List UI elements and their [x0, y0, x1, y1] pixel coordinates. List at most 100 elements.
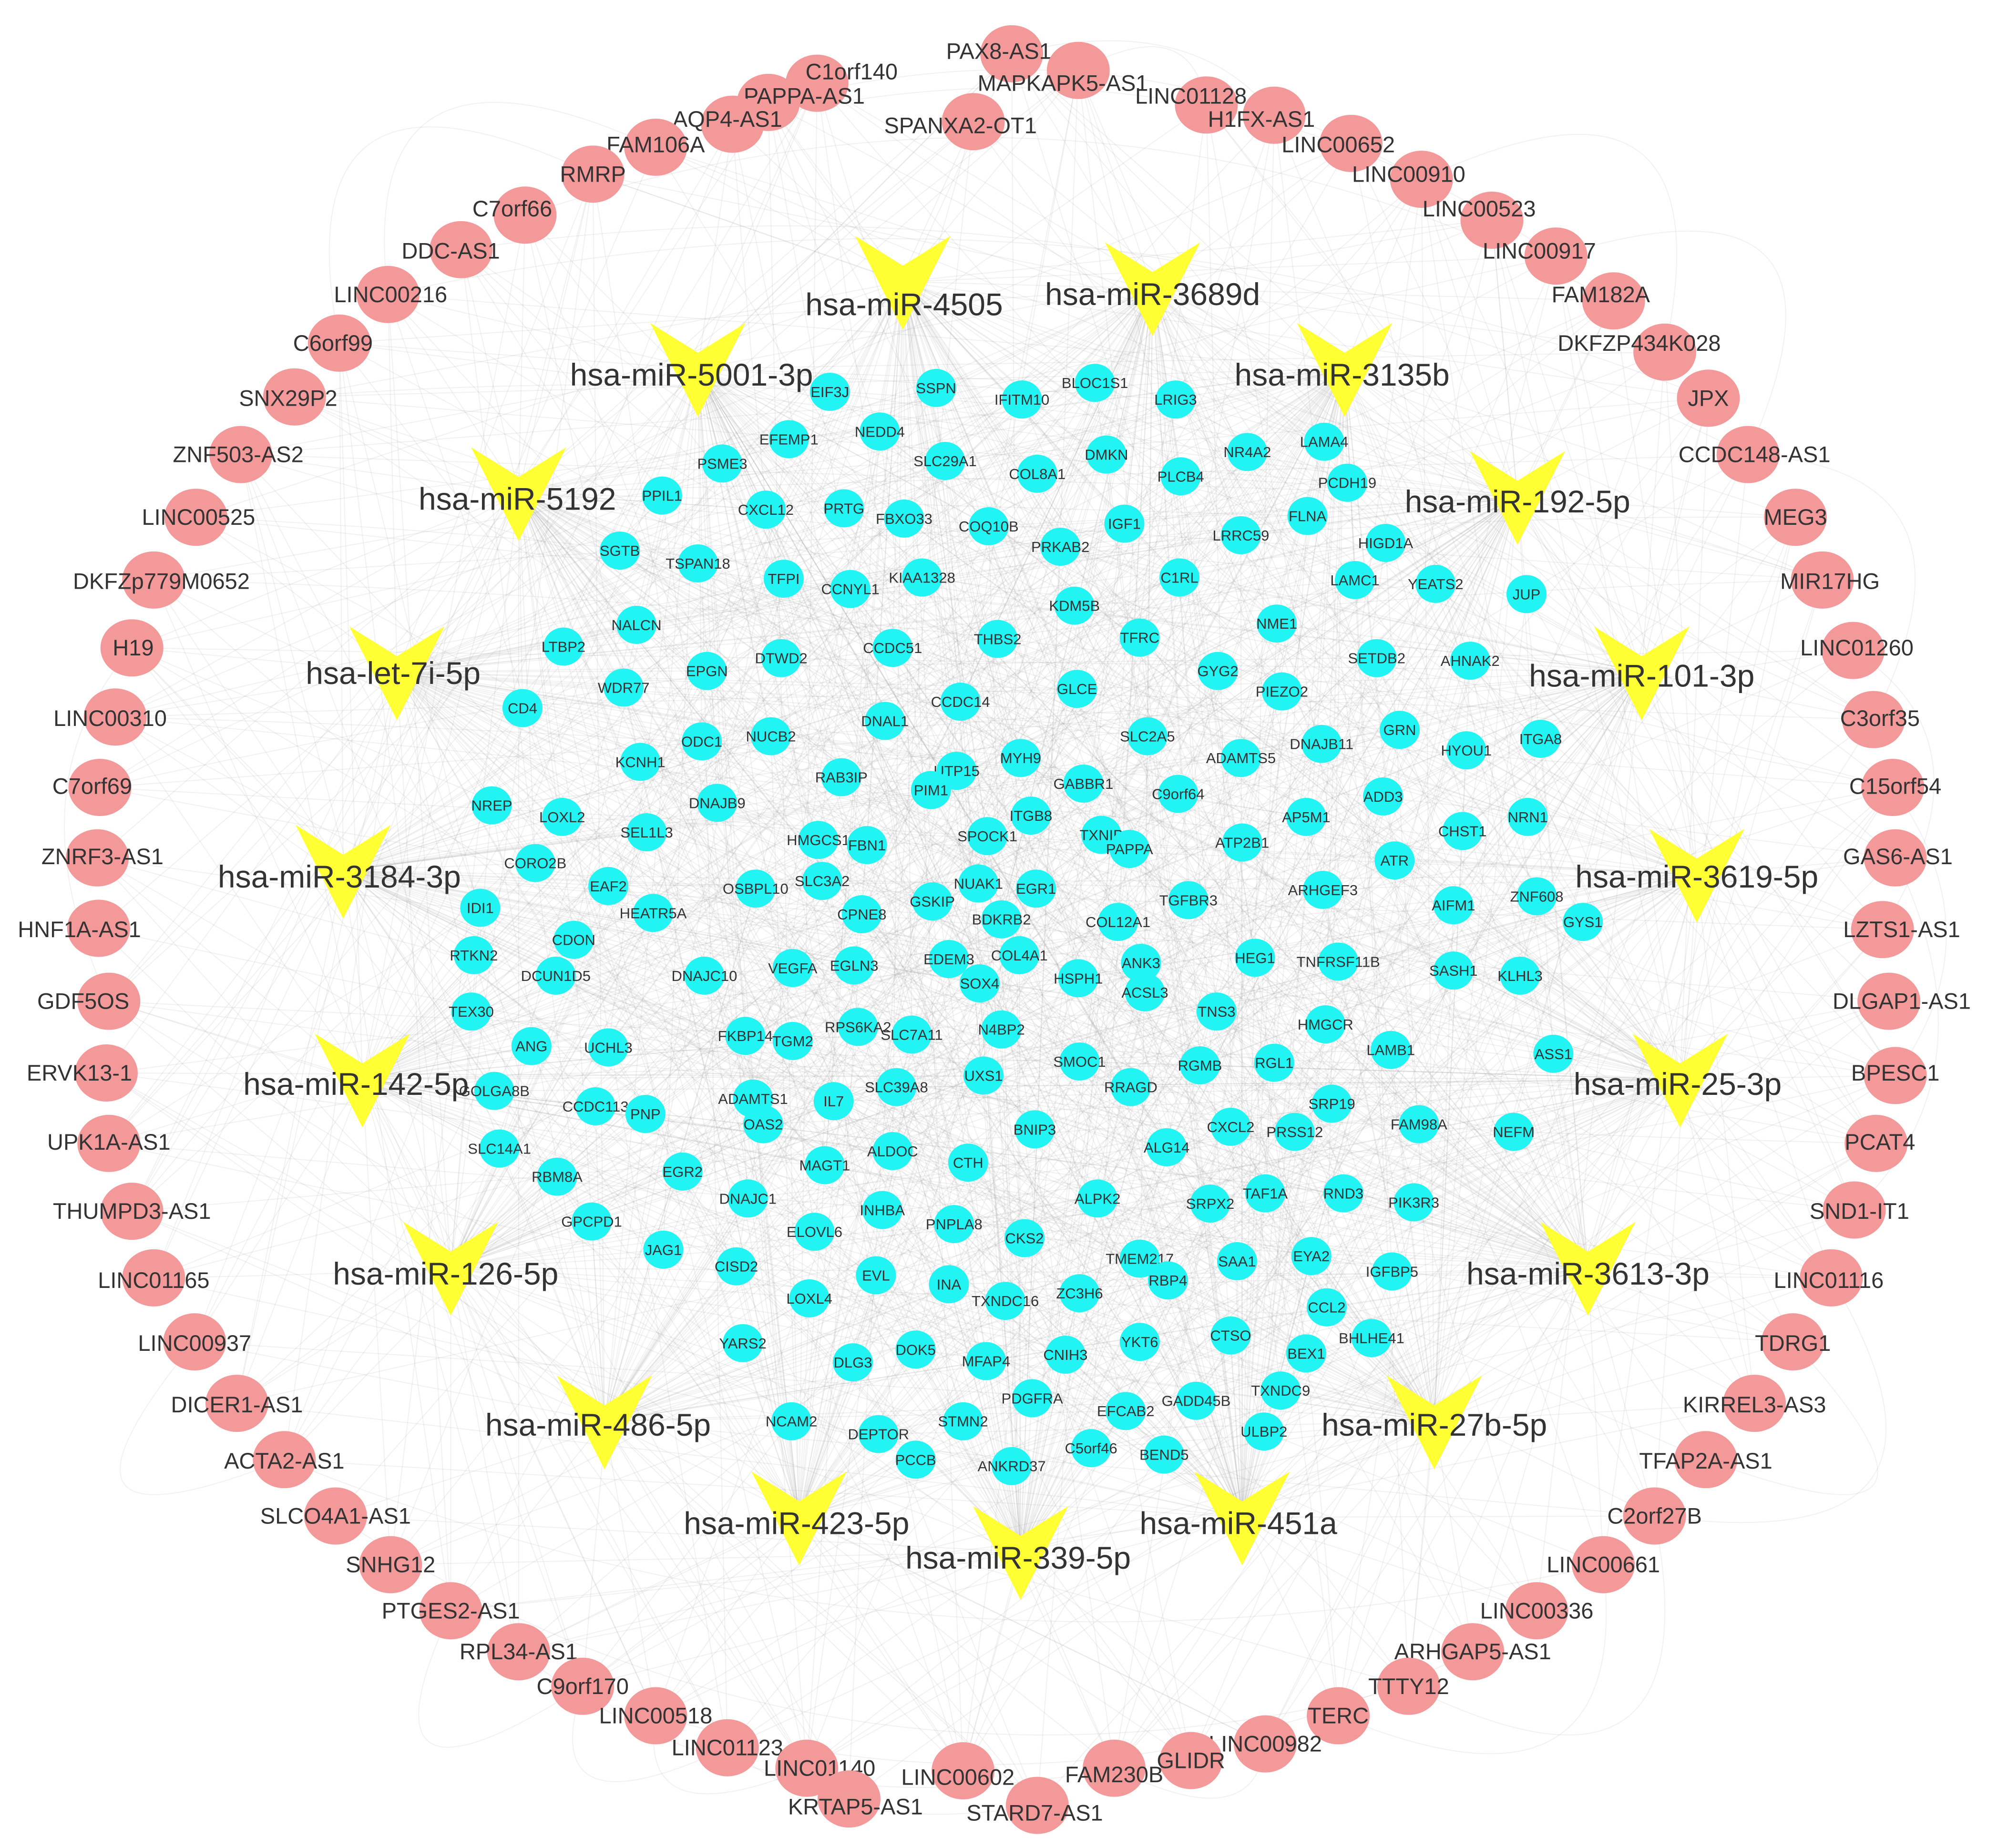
- mrna-node-dok5[interactable]: DOK5: [895, 1330, 936, 1369]
- mrna-node-ccdc51[interactable]: CCDC51: [863, 629, 922, 667]
- mrna-node-idi1[interactable]: IDI1: [460, 888, 501, 927]
- mrna-node-igf1[interactable]: IGF1: [1104, 504, 1145, 543]
- lncrna-node-c7orf66[interactable]: C7orf66: [472, 186, 557, 244]
- mrna-node-rps6ka2[interactable]: RPS6KA2: [825, 1008, 891, 1046]
- mrna-node-cnih3[interactable]: CNIH3: [1043, 1336, 1087, 1374]
- lncrna-node-c15orf54[interactable]: C15orf54: [1849, 759, 1941, 817]
- lncrna-node-linc01116[interactable]: LINC01116: [1774, 1249, 1884, 1307]
- mrna-node-znf608[interactable]: ZNF608: [1510, 877, 1563, 916]
- lncrna-node-c9orf170[interactable]: C9orf170: [537, 1657, 629, 1715]
- lncrna-node-linc00917[interactable]: LINC00917: [1483, 227, 1596, 285]
- lncrna-node-snx29p2[interactable]: SNX29P2: [239, 368, 338, 426]
- mrna-node-yars2[interactable]: YARS2: [719, 1324, 767, 1362]
- mrna-node-pappa[interactable]: PAPPA: [1106, 829, 1153, 868]
- mrna-node-tns3[interactable]: TNS3: [1196, 992, 1237, 1031]
- mrna-node-psme3[interactable]: PSME3: [697, 444, 748, 483]
- mirna-node-hsa-mir-4505[interactable]: hsa-miR-4505: [805, 235, 1003, 330]
- mirna-node-hsa-mir-25-3p[interactable]: hsa-miR-25-3p: [1574, 1033, 1782, 1128]
- mrna-node-egr1[interactable]: EGR1: [1016, 869, 1056, 908]
- mirna-node-hsa-mir-126-5p[interactable]: hsa-miR-126-5p: [333, 1222, 558, 1316]
- mrna-node-smoc1[interactable]: SMOC1: [1053, 1042, 1106, 1081]
- mrna-node-deptor[interactable]: DEPTOR: [848, 1415, 909, 1453]
- mrna-node-tgm2[interactable]: TGM2: [772, 1021, 813, 1060]
- mrna-node-lamc1[interactable]: LAMC1: [1330, 561, 1380, 599]
- mrna-node-plcb4[interactable]: PLCB4: [1158, 457, 1204, 496]
- lncrna-node-linc00336[interactable]: LINC00336: [1480, 1582, 1594, 1640]
- mrna-node-dnajc10[interactable]: DNAJC10: [672, 956, 738, 995]
- mrna-node-rnd3[interactable]: RND3: [1323, 1174, 1363, 1213]
- mirna-node-hsa-mir-3689d[interactable]: hsa-miR-3689d: [1045, 242, 1260, 337]
- lncrna-node-gdf5os[interactable]: GDF5OS: [37, 972, 141, 1030]
- mrna-node-c1rl[interactable]: C1RL: [1159, 558, 1200, 597]
- mrna-node-fbxo33[interactable]: FBXO33: [876, 499, 932, 538]
- mrna-node-taf1a[interactable]: TAF1A: [1243, 1174, 1288, 1213]
- mrna-node-aldoc[interactable]: ALDOC: [867, 1132, 918, 1170]
- lncrna-node-linc00310[interactable]: LINC00310: [53, 688, 167, 746]
- lncrna-node-bpesc1[interactable]: BPESC1: [1851, 1047, 1939, 1104]
- mrna-node-igfbp5[interactable]: IGFBP5: [1366, 1252, 1418, 1291]
- lncrna-node-linc01165[interactable]: LINC01165: [98, 1249, 209, 1307]
- mrna-node-nalcn[interactable]: NALCN: [612, 605, 662, 644]
- lncrna-node-tfap2a-as1[interactable]: TFAP2A-AS1: [1639, 1431, 1772, 1489]
- mrna-node-kdm5b[interactable]: KDM5B: [1049, 586, 1100, 625]
- mrna-node-loxl2[interactable]: LOXL2: [539, 797, 585, 836]
- mrna-node-prss12[interactable]: PRSS12: [1266, 1113, 1323, 1151]
- mrna-node-cxcl12[interactable]: CXCL12: [738, 490, 794, 529]
- lncrna-node-h1fx-as1[interactable]: H1FX-AS1: [1208, 86, 1315, 144]
- lncrna-node-dkfzp779m0652[interactable]: DKFZp779M0652: [73, 551, 250, 609]
- mrna-node-sel1l3[interactable]: SEL1L3: [620, 813, 673, 852]
- mirna-node-hsa-mir-192-5p[interactable]: hsa-miR-192-5p: [1405, 451, 1630, 545]
- mrna-node-bhlhe41[interactable]: BHLHE41: [1339, 1319, 1404, 1358]
- mrna-node-slc14a1[interactable]: SLC14A1: [468, 1129, 531, 1168]
- mrna-node-lrig3[interactable]: LRIG3: [1154, 380, 1197, 419]
- mrna-node-pim1[interactable]: PIM1: [911, 771, 951, 809]
- lncrna-node-glidr[interactable]: GLIDR: [1157, 1732, 1225, 1789]
- mrna-node-pdgfra[interactable]: PDGFRA: [1002, 1379, 1064, 1418]
- mrna-node-lamb1[interactable]: LAMB1: [1366, 1031, 1415, 1069]
- mrna-node-nme1[interactable]: NME1: [1256, 604, 1297, 643]
- lncrna-node-c1orf140[interactable]: C1orf140: [785, 54, 898, 112]
- lncrna-node-ptges2-as1[interactable]: PTGES2-AS1: [382, 1582, 520, 1640]
- mrna-node-sox4[interactable]: SOX4: [959, 964, 1000, 1003]
- mrna-node-srpx2[interactable]: SRPX2: [1186, 1184, 1235, 1223]
- lncrna-node-linc00661[interactable]: LINC00661: [1547, 1536, 1660, 1593]
- mrna-node-fkbp14[interactable]: FKBP14: [718, 1017, 773, 1055]
- mrna-node-itga8[interactable]: ITGA8: [1519, 719, 1562, 758]
- mrna-node-gyg2[interactable]: GYG2: [1198, 652, 1239, 690]
- mrna-node-adamts5[interactable]: ADAMTS5: [1206, 739, 1276, 777]
- mrna-node-ykt6[interactable]: YKT6: [1119, 1323, 1160, 1361]
- mrna-node-grn[interactable]: GRN: [1380, 711, 1420, 749]
- mrna-node-gabbr1[interactable]: GABBR1: [1054, 764, 1114, 803]
- lncrna-node-lzts1-as1[interactable]: LZTS1-AS1: [1843, 901, 1960, 959]
- mrna-node-eaf2[interactable]: EAF2: [588, 867, 628, 905]
- mrna-node-ncam2[interactable]: NCAM2: [766, 1402, 818, 1440]
- mrna-node-heatr5a[interactable]: HEATR5A: [620, 894, 687, 932]
- mrna-node-odc1[interactable]: ODC1: [681, 722, 722, 761]
- mrna-node-lrrc59[interactable]: LRRC59: [1213, 516, 1270, 554]
- mrna-node-glce[interactable]: GLCE: [1057, 670, 1097, 708]
- mrna-node-eif3j[interactable]: EIF3J: [809, 372, 850, 411]
- mrna-node-edem3[interactable]: EDEM3: [923, 939, 974, 978]
- mrna-node-tmem217[interactable]: TMEM217: [1106, 1239, 1174, 1278]
- mrna-node-acsl3[interactable]: ACSL3: [1121, 973, 1168, 1011]
- mrna-node-klhl3[interactable]: KLHL3: [1497, 956, 1543, 995]
- lncrna-node-ervk13-1[interactable]: ERVK13-1: [27, 1044, 138, 1102]
- mrna-node-evl[interactable]: EVL: [856, 1256, 896, 1295]
- mrna-node-ccdc14[interactable]: CCDC14: [931, 683, 990, 721]
- lncrna-node-linc01140[interactable]: LINC01140: [764, 1739, 875, 1797]
- mrna-node-saa1[interactable]: SAA1: [1217, 1242, 1257, 1280]
- mrna-node-yeats2[interactable]: YEATS2: [1408, 564, 1464, 603]
- mrna-node-col4a1[interactable]: COL4A1: [991, 936, 1048, 974]
- mrna-node-ulbp2[interactable]: ULBP2: [1240, 1412, 1287, 1451]
- mrna-node-gadd45b[interactable]: GADD45B: [1162, 1381, 1231, 1420]
- mrna-node-bdkrb2[interactable]: BDKRB2: [972, 900, 1031, 939]
- lncrna-node-linc01128[interactable]: LINC01128: [1135, 76, 1247, 134]
- mrna-node-uchl3[interactable]: UCHL3: [584, 1028, 633, 1067]
- mrna-node-arhgef3[interactable]: ARHGEF3: [1288, 870, 1358, 909]
- lncrna-node-snd1-it1[interactable]: SND1-IT1: [1810, 1181, 1909, 1239]
- lncrna-node-mapkapk5-as1[interactable]: MAPKAPK5-AS1: [978, 41, 1148, 99]
- mrna-node-flna[interactable]: FLNA: [1287, 497, 1328, 535]
- mirna-node-hsa-mir-451a[interactable]: hsa-miR-451a: [1139, 1471, 1337, 1565]
- mirna-node-hsa-mir-3135b[interactable]: hsa-miR-3135b: [1235, 323, 1450, 417]
- mrna-node-alg14[interactable]: ALG14: [1144, 1128, 1190, 1166]
